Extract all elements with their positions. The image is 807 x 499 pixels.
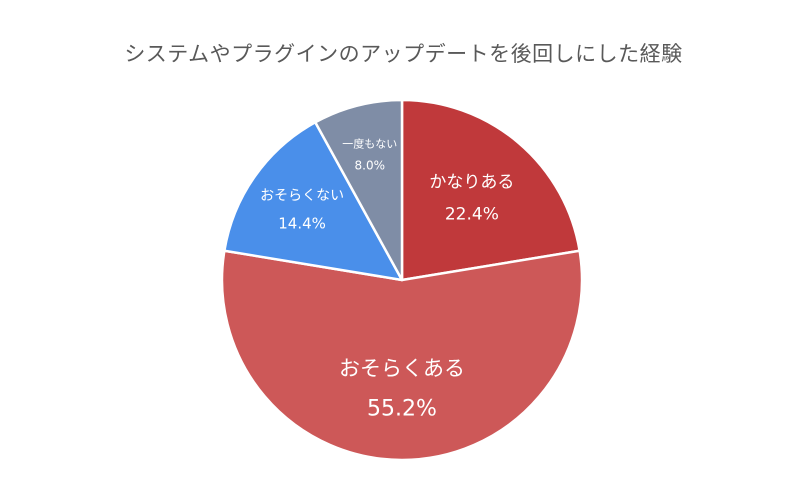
slice-name-label: かなりある bbox=[429, 173, 514, 193]
pie-slice bbox=[223, 121, 404, 282]
pie-labels: かなりある 22.4% おそらくある 55.2% おそらくない 14.4% 一度もない 8.0… bbox=[260, 136, 514, 421]
slice-name-label: 一度もない bbox=[342, 136, 397, 150]
pie-slice bbox=[220, 249, 584, 462]
slice-value-label: 8.0% bbox=[355, 159, 386, 173]
slice-value-label: 55.2% bbox=[367, 397, 437, 422]
slice-value-label: 22.4% bbox=[445, 205, 499, 225]
slice-name-label: おそらくない bbox=[260, 188, 344, 204]
slice-value-label: 14.4% bbox=[278, 215, 326, 233]
pie-slice bbox=[400, 98, 581, 282]
pie-slices bbox=[220, 98, 584, 462]
slice-name-label: おそらくある bbox=[339, 356, 465, 380]
chart-title: システムやプラグインのアップデートを後回しにした経験 bbox=[124, 42, 683, 66]
pie-slice bbox=[314, 98, 404, 282]
